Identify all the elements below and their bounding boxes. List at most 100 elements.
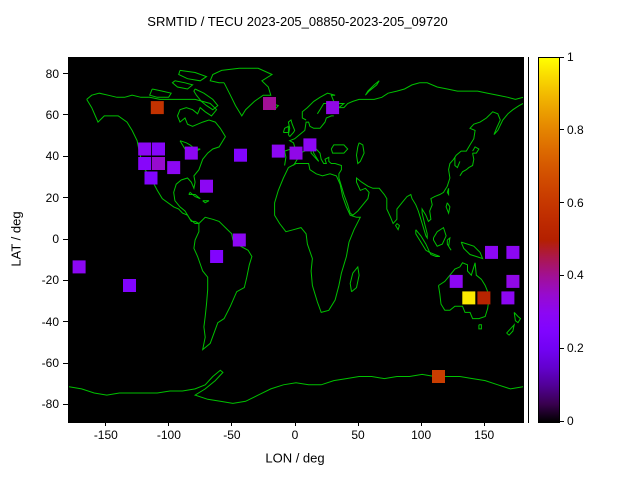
data-point: [184, 146, 198, 160]
y-tick-mark: [63, 197, 68, 199]
coastline-path: [316, 103, 328, 115]
coastline-path: [330, 144, 349, 154]
y-tick-label: 0: [52, 232, 59, 246]
coastline-path: [446, 188, 450, 197]
coastline-path: [459, 153, 475, 177]
colorbar-tick-label: 0.4: [567, 268, 584, 283]
x-tick-label: 150: [474, 428, 495, 442]
coastline-path: [178, 69, 208, 82]
colorbar-tick-mark: [559, 274, 564, 276]
coastline-path: [460, 241, 484, 260]
coastline-path: [446, 236, 452, 251]
x-tick-label: -50: [223, 428, 241, 442]
coastline-path: [338, 103, 523, 240]
colorbar-tick-label: 0: [567, 414, 574, 428]
colorbar: [538, 57, 560, 423]
data-point: [432, 370, 445, 383]
data-point: [123, 279, 136, 292]
y-tick-mark: [63, 73, 68, 75]
data-point: [303, 138, 317, 152]
y-tick-label: -20: [41, 273, 59, 288]
coastline-path: [513, 312, 522, 324]
data-point: [138, 157, 152, 170]
data-point: [200, 179, 213, 193]
x-tick-label: -100: [156, 428, 181, 442]
data-point: [234, 148, 247, 162]
colorbar-separator-line: [528, 57, 529, 423]
colorbar-tick-label: 0.8: [567, 122, 584, 137]
colorbar-tick-mark: [559, 56, 564, 58]
y-tick-label: 40: [45, 149, 59, 164]
coastline-path: [171, 80, 194, 90]
x-tick-mark: [420, 421, 422, 426]
data-point: [72, 260, 86, 274]
coastline-path: [472, 146, 480, 154]
data-point: [506, 274, 520, 288]
coastline-path: [415, 229, 431, 254]
coastline-path: [274, 163, 362, 314]
x-tick-mark: [483, 421, 485, 426]
coastline-path: [282, 125, 289, 133]
x-tick-label: -150: [93, 428, 118, 442]
coastline-path: [454, 157, 461, 169]
coastline-path: [86, 92, 226, 224]
map-plot-area: [68, 57, 524, 423]
coastline-path: [429, 251, 440, 257]
data-point: [263, 97, 276, 110]
y-tick-mark: [63, 279, 68, 281]
colorbar-tick-label: 1: [567, 50, 574, 64]
x-tick-mark: [357, 421, 359, 426]
data-point: [462, 291, 476, 305]
colorbar-tick-mark: [559, 129, 564, 131]
data-point: [289, 146, 303, 160]
x-tick-label: 0: [291, 428, 299, 442]
colorbar-tick-label: 0.2: [567, 341, 584, 356]
plot-title: SRMTID / TECU 2023-205_08850-2023-205_09…: [147, 14, 448, 29]
coastline-path: [193, 216, 253, 351]
coastline-path: [433, 226, 447, 247]
y-tick-label: -60: [41, 356, 59, 371]
y-axis-label: LAT / deg: [8, 211, 24, 267]
data-point: [167, 161, 181, 175]
coastline-path: [478, 324, 482, 330]
coastline-path: [301, 82, 523, 121]
y-tick-label: -80: [41, 397, 59, 412]
data-point: [449, 274, 463, 288]
coastline-path: [193, 88, 219, 111]
y-tick-label: 80: [45, 66, 59, 81]
colorbar-tick-mark: [559, 420, 564, 422]
colorbar-tick-label: 0.6: [567, 195, 584, 210]
x-tick-label: 100: [411, 428, 432, 442]
coastline-path: [445, 202, 451, 215]
x-tick-mark: [294, 421, 296, 426]
coastline-path: [438, 262, 490, 320]
coastline-path: [395, 223, 400, 231]
y-tick-mark: [63, 114, 68, 116]
coastlines: [69, 67, 523, 404]
x-tick-mark: [168, 421, 170, 426]
coastline-path: [149, 88, 172, 98]
data-point: [150, 101, 164, 115]
colorbar-tick-mark: [559, 347, 564, 349]
coastline-path: [364, 80, 380, 96]
coastline-path: [506, 323, 516, 336]
coastline-path: [287, 119, 296, 137]
y-tick-label: 20: [45, 190, 59, 205]
x-tick-mark: [105, 421, 107, 426]
coastline-path: [69, 369, 523, 404]
world-map: [69, 67, 523, 404]
data-point: [144, 171, 158, 185]
y-tick-mark: [63, 238, 68, 240]
data-point: [232, 233, 246, 247]
data-point: [485, 245, 498, 259]
data-point: [138, 142, 152, 156]
y-tick-mark: [63, 155, 68, 157]
data-point: [501, 291, 515, 305]
x-tick-mark: [231, 421, 233, 426]
data-point: [210, 250, 224, 263]
x-axis-label: LON / deg: [265, 450, 325, 466]
data-points: [72, 97, 520, 383]
data-point: [506, 245, 520, 259]
y-tick-mark: [63, 321, 68, 323]
